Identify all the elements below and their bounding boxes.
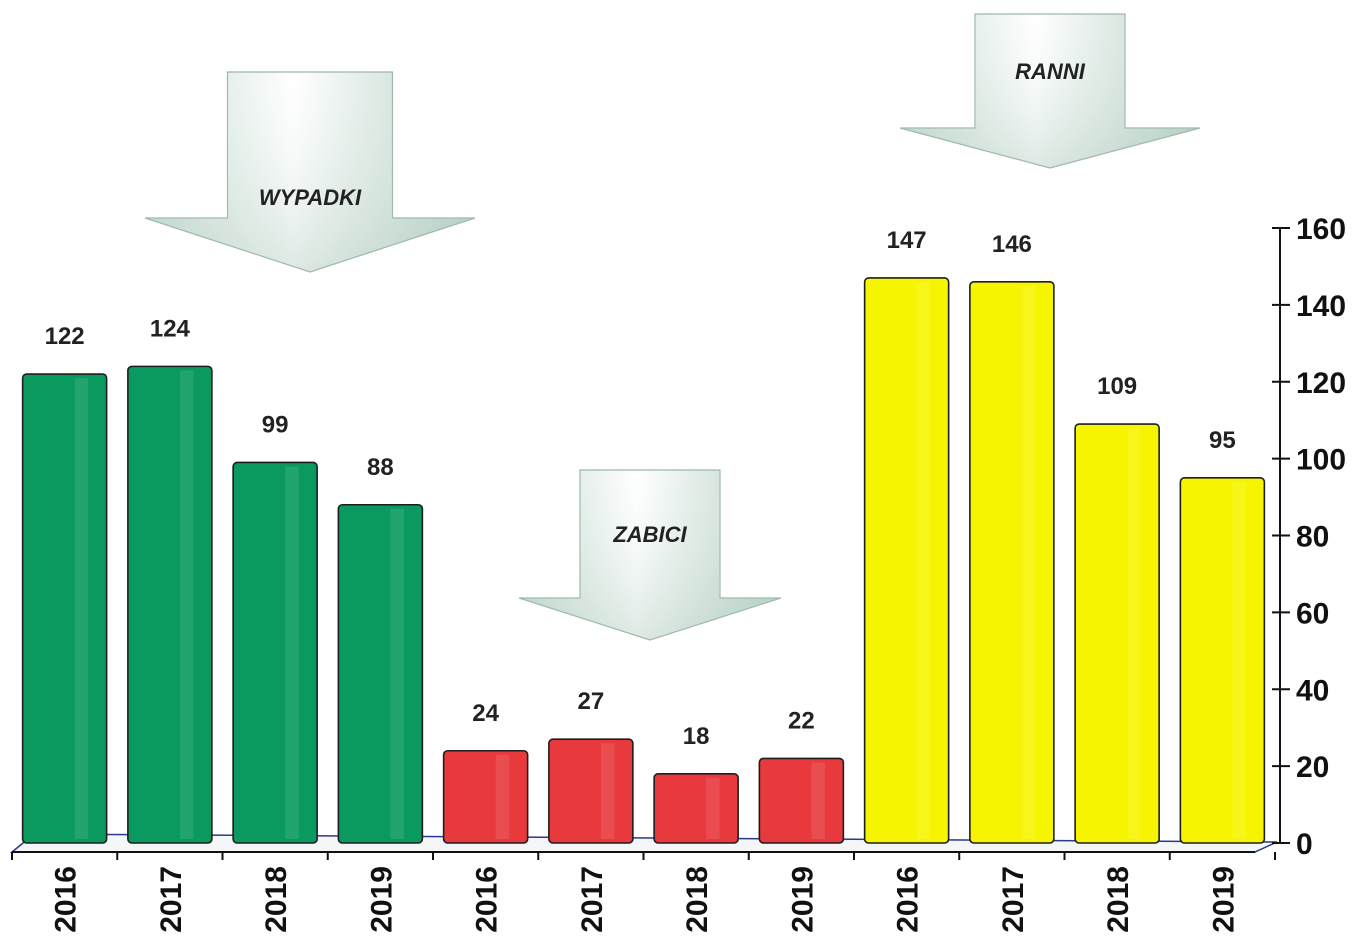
x-tick-label-6: 2018 [681,866,714,933]
x-tick-label-8: 2016 [892,866,925,933]
data-label-zabici-2017: 27 [578,688,605,715]
data-label-ranni-2017: 146 [992,231,1032,258]
bar-ranni-2019 [1179,477,1266,844]
data-label-zabici-2019: 22 [788,707,815,734]
bar-highlight-wypadki-2017 [179,370,194,839]
bar-wypadki-2018 [232,461,318,844]
group-label-zabici: ZABICI [612,522,687,547]
bar-ranni-2018 [1074,423,1160,844]
bar-zabici-2019 [758,757,845,844]
y-axis: 0 20 40 60 80 100 120 140 160 [1272,213,1346,861]
bar-zabici-2017 [548,738,634,844]
arrow-wypadki: WYPADKI [144,71,476,273]
bar-highlight-ranni-2018 [1127,428,1141,839]
bar-highlight-zabici-2016 [495,754,510,839]
bar-highlight-ranni-2016 [916,281,931,839]
bar-ranni-2017 [969,281,1055,844]
x-tick-label-3: 2019 [365,866,398,933]
bar-wypadki-2017 [127,365,213,844]
x-tick-label-10: 2018 [1102,866,1135,933]
x-tick-label-11: 2019 [1207,866,1240,933]
x-tick-label-5: 2017 [576,866,609,933]
bar-highlight-zabici-2017 [600,743,615,839]
x-tick-label-4: 2016 [471,866,504,933]
bar-highlight-ranni-2019 [1232,481,1246,839]
data-label-zabici-2018: 18 [683,723,710,750]
data-label-wypadki-2017: 124 [150,315,191,342]
data-label-ranni-2018: 109 [1097,373,1137,400]
x-tick-label-7: 2019 [786,866,819,933]
y-tick-label-20: 20 [1296,751,1329,784]
group-arrows-layer: WYPADKI ZABICI RANNI [144,13,1201,641]
arrow-shade-ranni [900,14,1200,168]
bar-wypadki-2019 [337,503,424,844]
y-tick-label-40: 40 [1296,674,1329,707]
value-labels-layer: 122 124 99 88 24 27 18 22 147 146 109 95 [45,227,1236,750]
data-label-wypadki-2019: 88 [367,454,394,481]
y-tick-label-100: 100 [1296,444,1346,477]
x-tick-label-0: 2016 [50,866,83,933]
group-label-ranni: RANNI [1015,59,1086,84]
bars-layer [21,277,1266,844]
bar-highlight-wypadki-2019 [390,508,404,839]
data-label-wypadki-2018: 99 [262,411,289,438]
x-tick-label-2: 2018 [260,866,293,933]
data-label-zabici-2016: 24 [472,700,499,727]
bar-highlight-ranni-2017 [1021,285,1036,839]
arrow-ranni: RANNI [899,13,1201,169]
x-tick-label-1: 2017 [155,866,188,933]
arrow-shade-zabici [519,470,781,640]
y-tick-label-0: 0 [1296,828,1313,861]
arrow-shade-wypadki [145,72,475,272]
y-tick-label-60: 60 [1296,597,1329,630]
y-tick-label-80: 80 [1296,521,1329,554]
bar-zabici-2018 [653,773,739,844]
y-tick-label-160: 160 [1296,213,1346,246]
bar-ranni-2016 [863,277,950,844]
bar-zabici-2016 [442,749,529,844]
bar-highlight-wypadki-2018 [285,466,299,839]
data-label-wypadki-2016: 122 [45,323,85,350]
bar-highlight-zabici-2018 [706,777,720,839]
arrow-zabici: ZABICI [518,469,782,641]
group-label-wypadki: WYPADKI [259,185,362,210]
bar-highlight-wypadki-2016 [74,378,89,839]
data-label-ranni-2019: 95 [1209,427,1236,454]
x-tick-label-9: 2017 [997,866,1030,933]
data-label-ranni-2016: 147 [887,227,927,254]
y-tick-label-120: 120 [1296,367,1346,400]
bar-highlight-zabici-2019 [811,762,825,839]
x-axis: 2016 2017 2018 2019 2016 2017 2018 2019 2016 2017… [11,851,1276,933]
bar-wypadki-2016 [21,373,108,844]
y-tick-label-140: 140 [1296,290,1346,323]
